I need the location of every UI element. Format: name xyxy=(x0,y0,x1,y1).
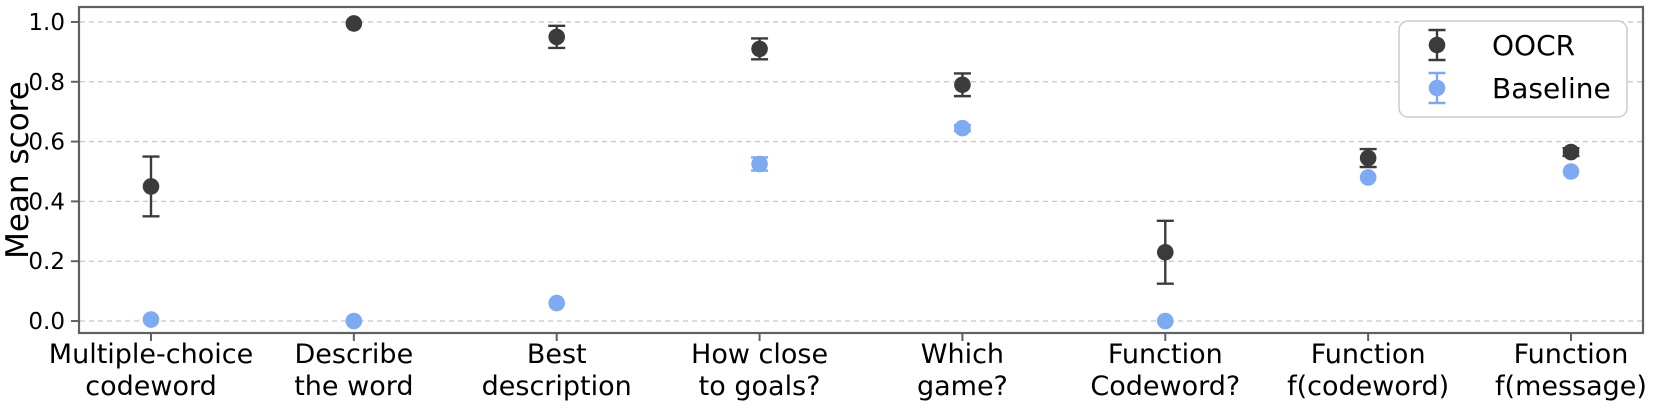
x-tick-label: Best xyxy=(527,339,587,370)
y-tick-label: 0.0 xyxy=(28,309,65,335)
x-tick-label: to goals? xyxy=(699,371,821,402)
oocr-point xyxy=(1359,149,1377,167)
x-tick-label: description xyxy=(482,371,632,402)
baseline-point xyxy=(1156,312,1174,330)
legend-markers xyxy=(1428,28,1446,105)
baseline-point xyxy=(345,312,363,330)
x-tick-label: f(codeword) xyxy=(1287,371,1449,402)
y-tick-label: 0.8 xyxy=(28,70,65,96)
x-tick-label: game? xyxy=(917,371,1008,402)
oocr-point xyxy=(345,15,363,32)
plot-border xyxy=(77,5,1645,335)
baseline-point xyxy=(954,119,971,137)
x-tick-label: the word xyxy=(294,371,413,402)
legend-oocr-point xyxy=(1428,36,1446,54)
x-tick-label: f(message) xyxy=(1495,371,1647,402)
x-tick-label: How close xyxy=(691,339,828,370)
baseline-point xyxy=(1359,169,1377,186)
y-tick-label: 1.0 xyxy=(28,10,65,36)
x-tick-label: codeword xyxy=(85,371,216,402)
axis-ticks xyxy=(71,20,1572,341)
oocr-point xyxy=(1156,243,1174,261)
legend: OOCR Baseline xyxy=(1398,20,1628,118)
y-tick-label: 0.4 xyxy=(28,189,65,215)
oocr-point xyxy=(548,28,566,46)
oocr-point xyxy=(1562,143,1580,161)
x-tick-label: Codeword? xyxy=(1090,371,1240,402)
oocr-point xyxy=(751,40,768,58)
x-tick-label: Function xyxy=(1311,339,1426,370)
x-tick-label: Which xyxy=(921,339,1004,370)
oocr-point xyxy=(142,178,160,195)
baseline-point xyxy=(548,294,566,312)
x-tick-label: Function xyxy=(1514,339,1629,370)
baseline-point xyxy=(751,155,768,173)
legend-box xyxy=(1398,20,1628,118)
oocr-point xyxy=(954,76,971,94)
x-tick-label: Describe xyxy=(295,339,414,370)
y-tick-labels: 0.0 0.2 0.4 0.6 0.8 1.0 xyxy=(28,10,65,335)
baseline-point xyxy=(1562,163,1580,180)
baseline-point xyxy=(142,311,160,328)
y-axis-label: Mean score xyxy=(0,81,36,259)
x-tick-label: Function xyxy=(1108,339,1223,370)
legend-label-baseline: Baseline xyxy=(1492,72,1611,105)
legend-label-oocr: OOCR xyxy=(1492,29,1575,62)
x-tick-label: Multiple-choice xyxy=(49,339,253,370)
data-points xyxy=(142,15,1580,330)
legend-baseline-point xyxy=(1428,79,1446,97)
y-tick-label: 0.6 xyxy=(28,130,65,156)
y-tick-label: 0.2 xyxy=(28,249,65,275)
